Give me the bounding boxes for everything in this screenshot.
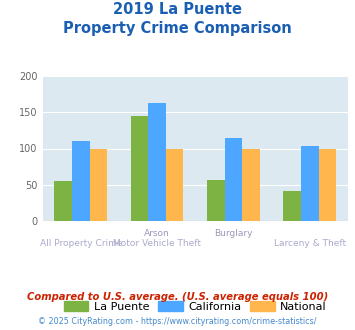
- Bar: [225, 138, 242, 221]
- Bar: [72, 141, 89, 221]
- Text: All Property Crime: All Property Crime: [39, 239, 122, 248]
- Text: Arson: Arson: [144, 229, 170, 238]
- Text: © 2025 CityRating.com - https://www.cityrating.com/crime-statistics/: © 2025 CityRating.com - https://www.city…: [38, 317, 317, 326]
- Legend: La Puente, California, National: La Puente, California, National: [59, 296, 331, 316]
- Text: Larceny & Theft: Larceny & Theft: [274, 239, 346, 248]
- Text: Compared to U.S. average. (U.S. average equals 100): Compared to U.S. average. (U.S. average …: [27, 292, 328, 302]
- Bar: [318, 148, 336, 221]
- Text: Motor Vehicle Theft: Motor Vehicle Theft: [113, 239, 201, 248]
- Bar: [131, 116, 148, 221]
- Text: Property Crime Comparison: Property Crime Comparison: [63, 21, 292, 36]
- Bar: [301, 146, 318, 221]
- Bar: [54, 181, 72, 221]
- Bar: [207, 180, 225, 221]
- Text: Burglary: Burglary: [214, 229, 253, 238]
- Bar: [89, 148, 107, 221]
- Bar: [242, 148, 260, 221]
- Bar: [166, 148, 184, 221]
- Text: 2019 La Puente: 2019 La Puente: [113, 2, 242, 16]
- Bar: [283, 191, 301, 221]
- Bar: [148, 103, 166, 221]
